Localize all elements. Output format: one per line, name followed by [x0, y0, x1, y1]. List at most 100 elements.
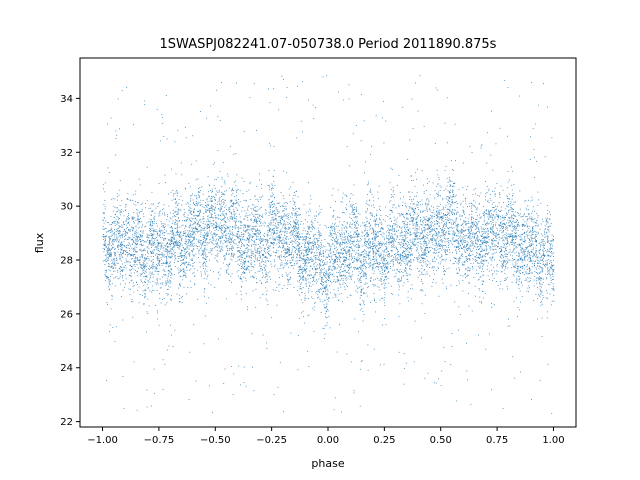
data-point	[359, 405, 361, 407]
data-point	[537, 231, 539, 233]
data-point	[307, 249, 309, 251]
data-point	[294, 251, 296, 253]
data-point	[542, 259, 544, 261]
data-point	[210, 223, 212, 225]
data-point	[389, 229, 390, 231]
data-point	[474, 246, 476, 248]
data-point	[231, 215, 233, 217]
data-point	[360, 262, 362, 264]
data-point	[366, 235, 368, 237]
data-point	[475, 225, 477, 226]
data-point	[369, 250, 371, 252]
data-point	[386, 248, 388, 250]
data-point	[552, 245, 553, 247]
data-point	[126, 227, 127, 229]
data-point	[202, 216, 204, 217]
data-point	[310, 285, 312, 287]
data-point	[177, 191, 179, 193]
data-point	[215, 199, 216, 201]
data-point	[155, 268, 157, 270]
data-point	[429, 231, 431, 233]
data-point	[214, 247, 216, 249]
data-point	[476, 260, 478, 262]
data-point	[252, 275, 253, 277]
data-point	[256, 260, 258, 262]
data-point	[464, 273, 466, 275]
data-point	[163, 262, 165, 264]
data-point	[434, 256, 435, 258]
data-point	[188, 230, 190, 232]
data-point	[323, 271, 325, 273]
data-point	[398, 204, 399, 206]
data-point	[282, 238, 284, 240]
data-point	[521, 259, 523, 261]
data-point	[375, 311, 377, 313]
data-point	[398, 254, 399, 255]
data-point	[362, 273, 364, 275]
data-point	[375, 219, 377, 221]
data-point	[548, 229, 550, 231]
data-point	[185, 241, 187, 243]
data-point	[480, 261, 482, 263]
data-point	[404, 257, 406, 259]
data-point	[513, 245, 515, 247]
data-point	[375, 220, 376, 222]
data-point	[457, 329, 459, 331]
data-point	[384, 266, 386, 268]
data-point	[165, 237, 167, 239]
data-point	[335, 232, 336, 234]
data-point	[331, 234, 333, 236]
data-point	[130, 254, 132, 256]
data-point	[205, 273, 207, 275]
data-point	[272, 224, 274, 226]
data-point	[159, 234, 161, 236]
data-point	[149, 229, 150, 231]
data-point	[260, 236, 261, 238]
data-point	[173, 223, 175, 225]
data-point	[256, 220, 258, 222]
data-point	[435, 250, 437, 252]
data-point	[153, 233, 155, 235]
data-point	[290, 262, 292, 264]
data-point	[514, 244, 516, 246]
data-point	[289, 283, 291, 285]
data-point	[495, 233, 497, 235]
data-point	[343, 248, 345, 250]
data-point	[421, 199, 423, 201]
data-point	[340, 293, 342, 295]
data-point	[546, 218, 548, 220]
data-point	[413, 217, 415, 219]
data-point	[509, 244, 511, 246]
data-point	[520, 371, 522, 373]
data-point	[252, 236, 254, 238]
data-point	[228, 227, 230, 229]
data-point	[133, 237, 135, 239]
data-point	[419, 217, 421, 219]
data-point	[105, 245, 107, 247]
data-point	[171, 236, 173, 238]
data-point	[406, 248, 408, 250]
data-point	[159, 265, 161, 267]
data-point	[153, 250, 155, 252]
data-point	[172, 220, 174, 222]
data-point	[409, 254, 411, 256]
data-point	[351, 243, 353, 244]
data-point	[417, 110, 419, 112]
data-point	[302, 302, 304, 304]
data-point	[184, 248, 186, 249]
data-point	[391, 238, 393, 239]
data-point	[306, 233, 308, 235]
data-point	[522, 265, 523, 267]
data-point	[252, 208, 254, 210]
data-point	[301, 277, 303, 279]
data-point	[372, 241, 374, 242]
data-point	[505, 278, 507, 280]
data-point	[537, 256, 539, 258]
data-point	[488, 209, 490, 211]
data-point	[481, 259, 483, 261]
data-point	[125, 283, 126, 285]
data-point	[159, 234, 161, 236]
data-point	[276, 235, 278, 237]
data-point	[198, 213, 200, 215]
data-point	[315, 273, 317, 275]
